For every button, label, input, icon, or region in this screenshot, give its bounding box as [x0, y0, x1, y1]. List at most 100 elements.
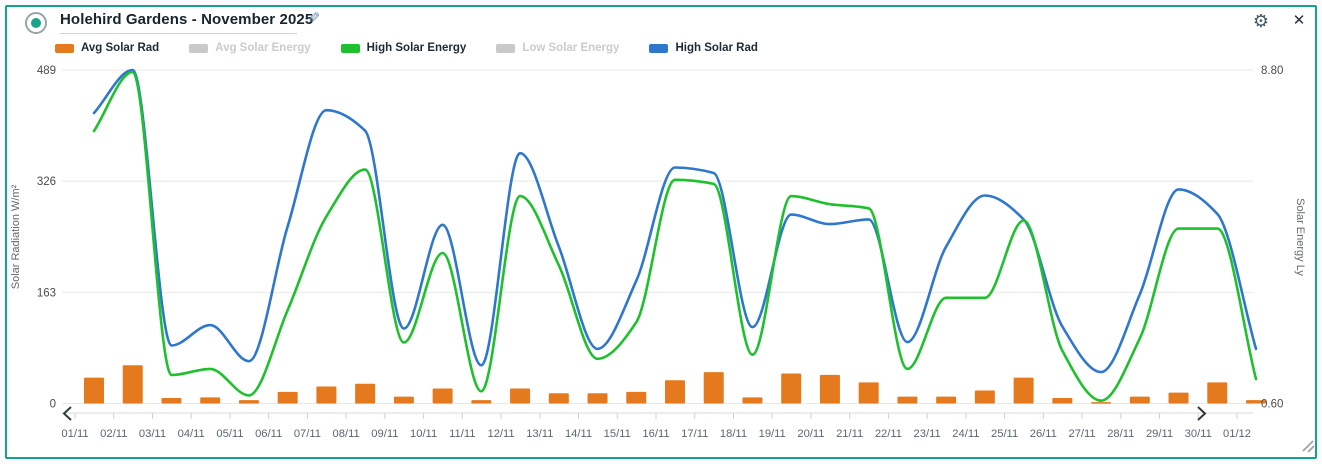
- x-axis-label: 15/11: [604, 428, 631, 440]
- scroll-right-chevron[interactable]: [1197, 406, 1207, 421]
- bar-avg-solar-rad: [626, 391, 647, 404]
- y-axis-tick-label-left: 326: [37, 176, 56, 188]
- x-axis-label: 25/11: [991, 428, 1018, 440]
- x-axis-label: 01/12: [1223, 428, 1251, 440]
- bar-avg-solar-rad: [1207, 382, 1228, 404]
- bar-avg-solar-rad: [1246, 400, 1266, 404]
- x-axis-label: 17/11: [681, 428, 708, 440]
- x-axis-label: 10/11: [410, 428, 437, 440]
- close-button[interactable]: ✕: [1289, 10, 1309, 32]
- bar-avg-solar-rad: [587, 393, 608, 404]
- x-axis-label: 11/11: [449, 428, 475, 440]
- scroll-left-chevron[interactable]: [62, 406, 72, 421]
- x-axis-label: 02/11: [100, 428, 127, 440]
- x-axis-label: 28/11: [1107, 428, 1134, 440]
- legend-label: Avg Solar Rad: [81, 42, 160, 54]
- bar-avg-solar-rad: [355, 383, 376, 404]
- bar-avg-solar-rad: [1013, 377, 1034, 404]
- x-axis-label: 27/11: [1068, 428, 1095, 440]
- x-axis-label: 23/11: [914, 428, 941, 440]
- close-icon: ✕: [1292, 12, 1306, 29]
- legend-item-high-solar-energy[interactable]: High Solar Energy: [340, 42, 467, 54]
- legend-swatch-icon: [496, 43, 516, 53]
- bar-avg-solar-rad: [742, 397, 763, 404]
- x-axis-label: 08/11: [333, 428, 360, 440]
- x-axis-label: 22/11: [875, 428, 902, 440]
- x-axis-label: 01/11: [61, 428, 88, 440]
- x-axis-label: 05/11: [216, 428, 243, 440]
- legend-swatch-icon: [340, 43, 360, 53]
- chart-legend: Avg Solar Rad Avg Solar Energy High Solar …: [55, 42, 758, 54]
- x-axis-label: 24/11: [952, 428, 979, 440]
- gear-icon: ⚙: [1252, 11, 1270, 31]
- line-high-solar-rad: [92, 68, 1258, 374]
- x-axis-label: 18/11: [720, 428, 747, 440]
- legend-item-high-solar-rad[interactable]: High Solar Rad: [649, 42, 758, 54]
- bar-avg-solar-rad: [161, 398, 182, 404]
- bar-avg-solar-rad: [974, 390, 995, 404]
- x-axis-label: 12/11: [487, 428, 514, 440]
- y-axis-tick-label-left: 0: [50, 399, 56, 411]
- bar-avg-solar-rad: [1091, 402, 1112, 404]
- resize-handle-icon[interactable]: [1302, 440, 1315, 453]
- settings-button[interactable]: ⚙: [1250, 9, 1272, 33]
- bar-avg-solar-rad: [665, 380, 685, 404]
- bar-avg-solar-rad: [316, 386, 337, 404]
- bar-avg-solar-rad: [200, 397, 221, 404]
- station-radio-icon[interactable]: [25, 12, 47, 34]
- x-axis-label: 07/11: [294, 428, 321, 440]
- bar-avg-solar-rad: [84, 377, 104, 404]
- bar-avg-solar-rad: [238, 400, 259, 404]
- bar-avg-solar-rad: [936, 396, 957, 404]
- bar-avg-solar-rad: [432, 388, 453, 404]
- x-axis-label: 19/11: [759, 428, 786, 440]
- bar-series-avg-solar-rad: [84, 365, 1266, 404]
- bar-avg-solar-rad: [819, 374, 840, 404]
- y-axis-tick-label-left: 163: [37, 287, 56, 299]
- station-radio-dot: [31, 18, 41, 28]
- chart-title-input[interactable]: Holehird Gardens - November 2025: [60, 9, 313, 34]
- legend-label: Avg Solar Energy: [215, 42, 311, 54]
- bar-avg-solar-rad: [277, 391, 298, 404]
- legend-label: High Solar Energy: [366, 42, 467, 54]
- x-axis-label: 04/11: [178, 428, 205, 440]
- y-axis-tick-label-right: 0.60: [1261, 399, 1283, 411]
- bar-avg-solar-rad: [1168, 392, 1189, 404]
- x-axis-label: 06/11: [255, 428, 282, 440]
- x-axis-label: 13/11: [526, 428, 553, 440]
- legend-item-low-solar-energy[interactable]: Low Solar Energy: [496, 42, 619, 54]
- chart-widget-card: [5, 5, 1317, 459]
- legend-label: Low Solar Energy: [522, 42, 620, 54]
- legend-swatch-icon: [189, 43, 209, 53]
- legend-label: High Solar Rad: [675, 42, 758, 54]
- bar-avg-solar-rad: [703, 372, 724, 404]
- left-axis-title: Solar Radiation W/m²: [10, 184, 22, 289]
- bar-avg-solar-rad: [1052, 398, 1073, 404]
- bar-avg-solar-rad: [548, 393, 569, 404]
- right-axis-title: Solar Energy Ly: [1294, 198, 1306, 276]
- x-axis-label: 03/11: [139, 428, 166, 440]
- bar-avg-solar-rad: [897, 396, 918, 404]
- bar-avg-solar-rad: [471, 400, 492, 404]
- bar-avg-solar-rad: [781, 373, 802, 404]
- x-axis-label: 26/11: [1030, 428, 1057, 440]
- bar-avg-solar-rad: [1129, 396, 1150, 404]
- x-axis-label: 29/11: [1146, 428, 1173, 440]
- x-axis-label: 16/11: [642, 428, 669, 440]
- legend-item-avg-solar-energy[interactable]: Avg Solar Energy: [189, 42, 311, 54]
- x-axis-label: 21/11: [836, 428, 863, 440]
- x-axis-label: 30/11: [1185, 428, 1212, 440]
- bar-avg-solar-rad: [393, 396, 414, 404]
- x-axis-label: 20/11: [797, 428, 824, 440]
- legend-item-avg-solar-rad[interactable]: Avg Solar Rad: [55, 42, 159, 54]
- legend-swatch-icon: [55, 43, 74, 53]
- legend-swatch-icon: [649, 43, 669, 53]
- edit-title-button[interactable]: ✎: [303, 8, 325, 30]
- pencil-icon: ✎: [307, 10, 321, 27]
- y-axis-tick-label-left: 489: [37, 65, 56, 77]
- bar-avg-solar-rad: [122, 365, 143, 404]
- bar-avg-solar-rad: [858, 382, 879, 404]
- line-high-solar-energy: [92, 70, 1258, 402]
